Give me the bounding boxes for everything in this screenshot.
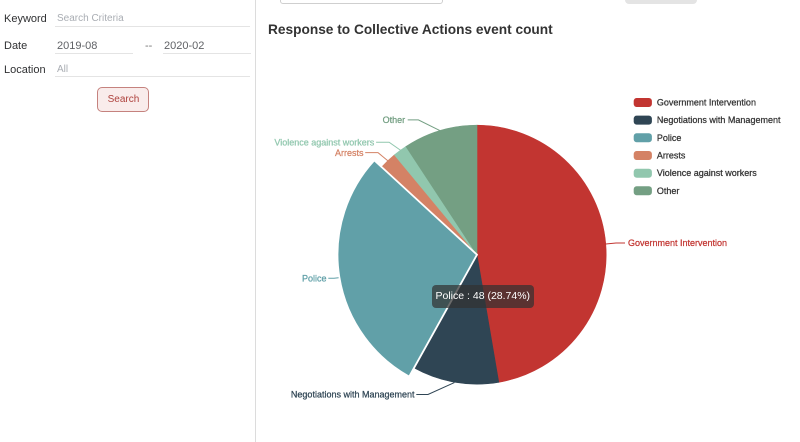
- svg-text:Negotiations with Management: Negotiations with Management: [291, 390, 415, 400]
- svg-text:Arrests: Arrests: [657, 151, 686, 161]
- svg-text:Police: Police: [302, 273, 327, 283]
- svg-text:Other: Other: [657, 186, 680, 196]
- svg-text:Police: Police: [657, 133, 682, 143]
- svg-text:Negotiations with Management: Negotiations with Management: [657, 115, 781, 125]
- svg-text:Government Intervention: Government Intervention: [628, 238, 727, 248]
- svg-text:Other: Other: [383, 115, 406, 125]
- svg-text:Government Intervention: Government Intervention: [657, 98, 756, 108]
- svg-text:Arrests: Arrests: [335, 148, 364, 158]
- svg-text:Violence against workers: Violence against workers: [274, 137, 374, 147]
- svg-text:Violence against workers: Violence against workers: [657, 168, 757, 178]
